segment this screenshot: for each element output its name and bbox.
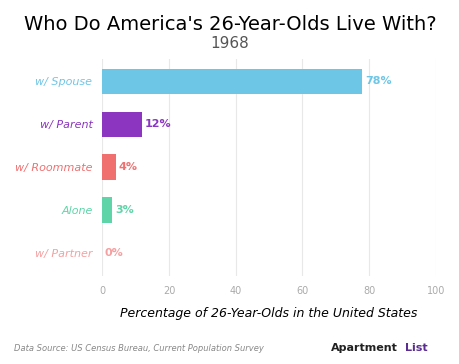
- Bar: [102, 111, 142, 137]
- Text: 0%: 0%: [105, 248, 123, 258]
- Text: 78%: 78%: [364, 76, 391, 86]
- Bar: [102, 154, 115, 180]
- Text: 1968: 1968: [210, 36, 249, 51]
- Text: 12%: 12%: [145, 119, 171, 130]
- Text: Who Do America's 26-Year-Olds Live With?: Who Do America's 26-Year-Olds Live With?: [23, 15, 436, 33]
- Bar: [102, 68, 362, 94]
- Text: 4%: 4%: [118, 162, 137, 173]
- Text: Data Source: US Census Bureau, Current Population Survey: Data Source: US Census Bureau, Current P…: [14, 344, 263, 353]
- Text: List: List: [404, 343, 426, 353]
- Text: 3%: 3%: [115, 205, 134, 215]
- Text: Apartment: Apartment: [330, 343, 397, 353]
- Bar: [102, 197, 112, 223]
- X-axis label: Percentage of 26-Year-Olds in the United States: Percentage of 26-Year-Olds in the United…: [120, 307, 417, 320]
